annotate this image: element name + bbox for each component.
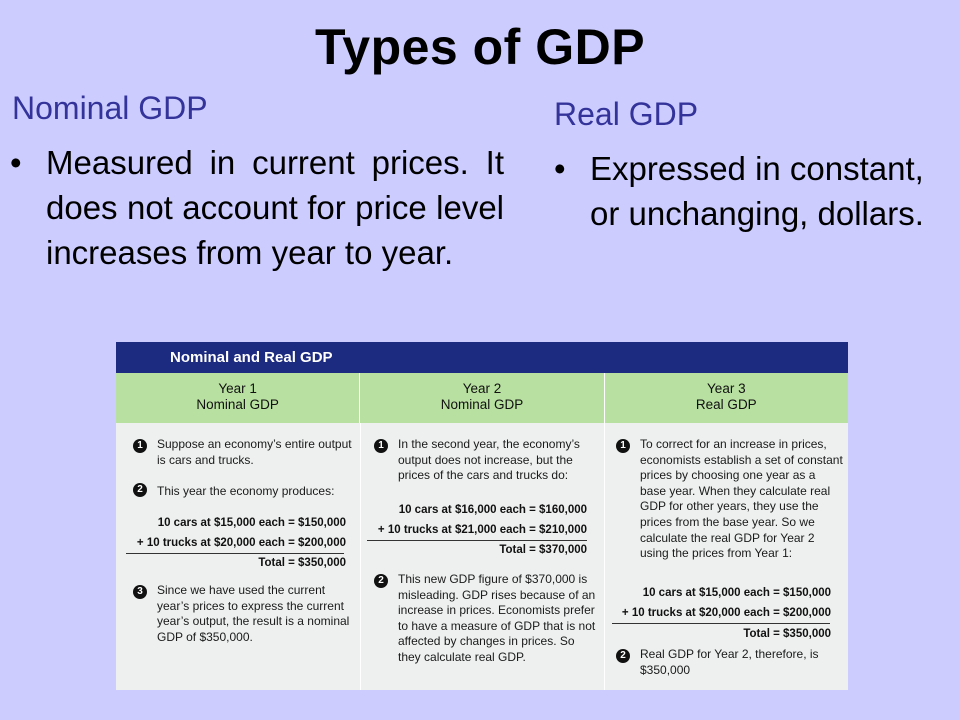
table-title-bar: Nominal and Real GDP xyxy=(116,342,848,373)
column-year: Year 2 xyxy=(462,381,502,396)
step-number-1: 1 xyxy=(133,439,147,453)
year2-total: Total = $370,000 xyxy=(499,544,587,556)
step-number-2: 2 xyxy=(133,483,147,497)
step-number-3: 3 xyxy=(133,585,147,599)
column-header-year-3: Year 3 Real GDP xyxy=(603,373,848,423)
slide-title: Types of GDP xyxy=(314,19,646,75)
column-header-year-2: Year 2 Nominal GDP xyxy=(359,373,603,423)
year1-step1-text: Suppose an economy’s entire output is ca… xyxy=(157,437,352,467)
sum-rule xyxy=(367,540,587,541)
nominal-bullet: • Measured in current prices. It does no… xyxy=(10,140,504,275)
year1-trucks-calc: + 10 trucks at $20,000 each = $200,000 xyxy=(136,537,346,549)
real-bullet: • Expressed in constant, or unchanging, … xyxy=(554,146,924,236)
year3-trucks-calc: + 10 trucks at $20,000 each = $200,000 xyxy=(621,607,831,619)
step-number-1: 1 xyxy=(616,439,630,453)
column-type: Nominal GDP xyxy=(196,397,279,412)
real-heading: Real GDP xyxy=(554,96,699,132)
step-number-1: 1 xyxy=(374,439,388,453)
column-type: Real GDP xyxy=(695,397,757,412)
column-year: Year 3 xyxy=(707,381,746,396)
year3-cars-calc: 10 cars at $15,000 each = $150,000 xyxy=(642,587,831,599)
year1-cars-calc: 10 cars at $15,000 each = $150,000 xyxy=(157,517,346,529)
nominal-heading: Nominal GDP xyxy=(12,90,208,126)
year2-cars-calc: 10 cars at $16,000 each = $160,000 xyxy=(398,504,587,516)
nominal-definition: Measured in current prices. It does not … xyxy=(46,144,504,271)
year3-step1-text: To correct for an increase in prices, ec… xyxy=(640,437,843,561)
year1-step3-text: Since we have used the current year’s pr… xyxy=(157,583,350,644)
table-header-row: Year 1 Nominal GDP Year 2 Nominal GDP Ye… xyxy=(116,373,848,423)
step-number-2: 2 xyxy=(616,649,630,663)
column-divider xyxy=(360,423,361,690)
year2-trucks-calc: + 10 trucks at $21,000 each = $210,000 xyxy=(377,524,587,536)
bullet-marker: • xyxy=(10,144,22,181)
year2-step1-text: In the second year, the economy’s output… xyxy=(398,437,580,483)
year3-total: Total = $350,000 xyxy=(743,628,831,640)
column-header-year-1: Year 1 Nominal GDP xyxy=(116,373,359,423)
year1-step2-text: This year the economy produces: xyxy=(157,484,335,498)
step-number-2: 2 xyxy=(374,574,388,588)
real-definition: Expressed in constant, or unchanging, do… xyxy=(590,150,924,232)
year2-step2-text: This new GDP figure of $370,000 is misle… xyxy=(398,572,596,664)
sum-rule xyxy=(612,623,830,624)
table-title: Nominal and Real GDP xyxy=(170,349,333,366)
bullet-marker: • xyxy=(554,150,566,187)
year1-total: Total = $350,000 xyxy=(258,557,346,569)
column-year: Year 1 xyxy=(218,381,257,396)
column-divider xyxy=(604,423,605,690)
sum-rule xyxy=(126,553,344,554)
year3-step2-text: Real GDP for Year 2, therefore, is $350,… xyxy=(640,647,819,677)
gdp-table-figure: Nominal and Real GDP Year 1 Nominal GDP … xyxy=(116,342,848,690)
column-type: Nominal GDP xyxy=(440,397,524,412)
